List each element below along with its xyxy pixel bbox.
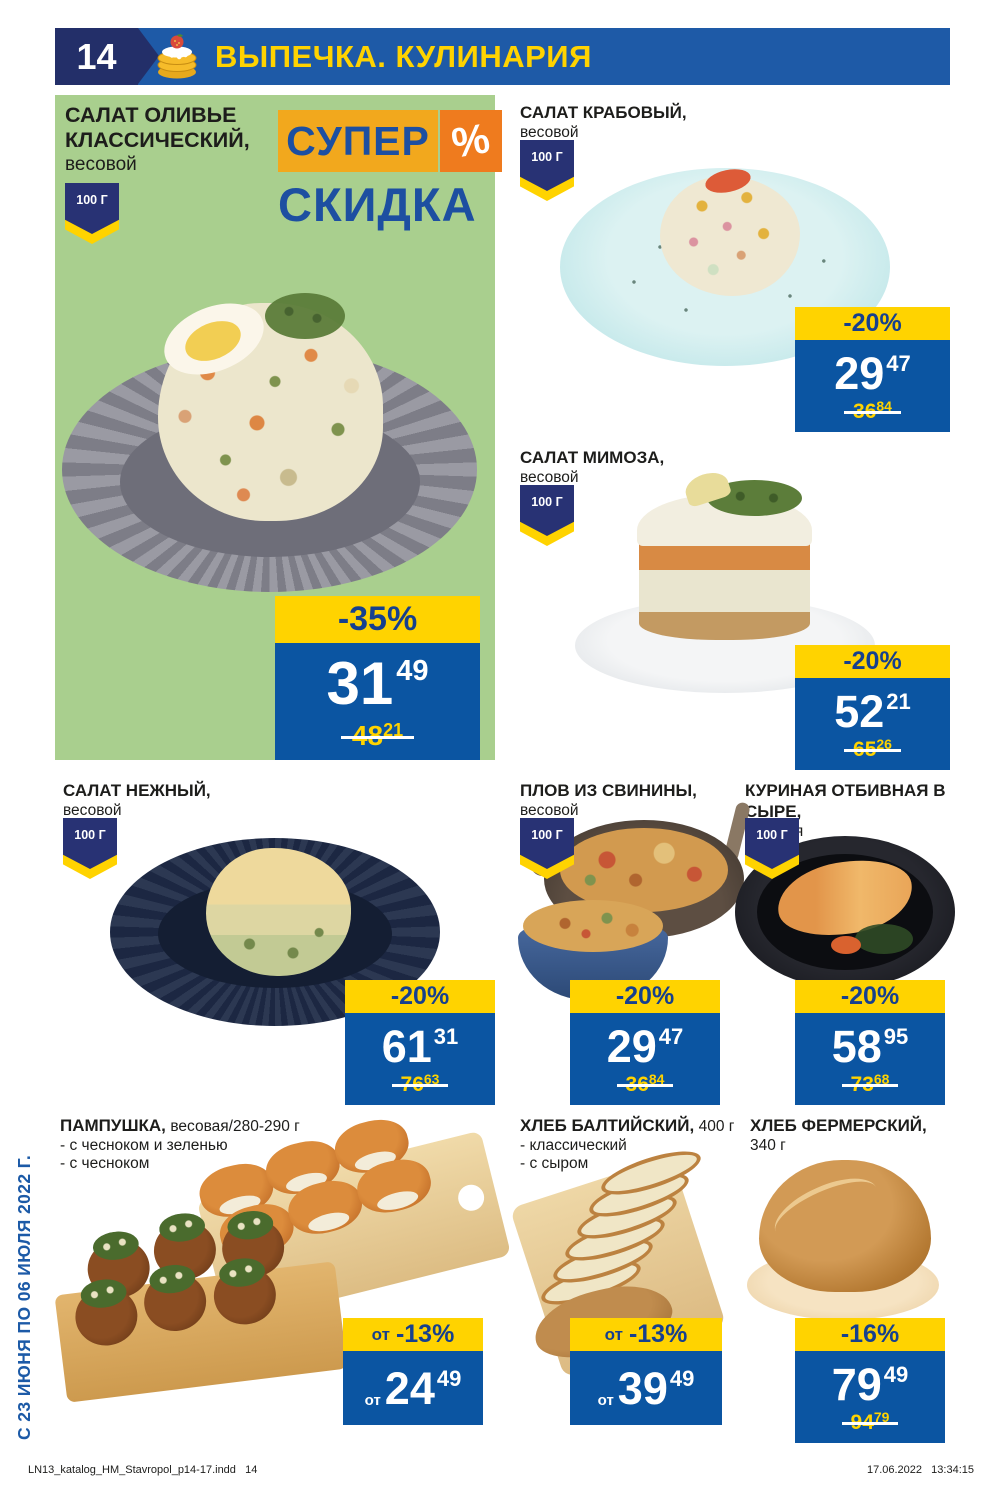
board-handle-hole bbox=[455, 1181, 487, 1214]
product-title-baltiysky: ХЛЕБ БАЛТИЙСКИЙ, 400 г - классический - … bbox=[520, 1116, 750, 1173]
rice-portion bbox=[523, 900, 663, 952]
price-body: 31 49 4821 bbox=[275, 643, 480, 760]
skidka-label: СКИДКА bbox=[278, 178, 477, 231]
super-discount-badge: СУПЕР % СКИДКА bbox=[278, 110, 508, 232]
price-block-baltiysky: от -13% от 39 49 bbox=[570, 1318, 722, 1425]
pancakes-with-strawberry-icon bbox=[152, 32, 202, 81]
footer-timestamp: 17.06.2022 13:34:15 bbox=[866, 1464, 974, 1476]
tomato-slice bbox=[831, 936, 861, 954]
salad-stack bbox=[660, 176, 800, 296]
dill-garnish bbox=[265, 293, 345, 339]
fermersky-bread-photo bbox=[745, 1158, 945, 1323]
unit-badge-krabovy: 100 Г bbox=[520, 140, 574, 201]
blue-bowl bbox=[518, 900, 668, 1000]
option-2: - с чесноком bbox=[60, 1155, 150, 1173]
product-title-pampushka: ПАМПУШКА, весовая/280-290 г - с чесноком… bbox=[60, 1116, 390, 1173]
page-number-badge: 14 bbox=[55, 28, 159, 85]
page-number: 14 bbox=[76, 35, 117, 77]
product-title-fermersky: ХЛЕБ ФЕРМЕРСКИЙ, 340 г bbox=[750, 1116, 927, 1154]
price-int: 31 bbox=[326, 649, 394, 717]
super-label: СУПЕР bbox=[278, 110, 438, 172]
unit-badge-nezhny: 100 Г bbox=[63, 818, 117, 879]
layered-salad bbox=[637, 467, 812, 644]
unit-badge-mimoza: 100 Г bbox=[520, 485, 574, 546]
percent-icon: % bbox=[440, 110, 502, 172]
section-header-bar bbox=[55, 28, 950, 85]
product-title-olivier: САЛАТ ОЛИВЬЕ КЛАССИЧЕСКИЙ, весовой bbox=[65, 103, 280, 176]
price-block-pampushka: от -13% от 24 49 bbox=[343, 1318, 483, 1425]
page-footer: LN13_katalog_HM_Stavropol_p14-17.indd 14… bbox=[0, 1464, 1000, 1484]
round-loaf bbox=[759, 1160, 931, 1292]
price-cents: 49 bbox=[396, 654, 429, 687]
current-price: 31 49 bbox=[326, 649, 429, 717]
product-weight: весовой bbox=[65, 153, 137, 175]
olivier-salad-photo bbox=[60, 289, 480, 595]
unit-badge-olivier: 100 Г bbox=[65, 183, 119, 244]
cutting-board-2 bbox=[54, 1208, 348, 1403]
herb-garnish bbox=[855, 924, 913, 954]
section-title: ВЫПЕЧКА. КУЛИНАРИЯ bbox=[215, 38, 592, 74]
product-name: САЛАТ ОЛИВЬЕ КЛАССИЧЕСКИЙ, bbox=[65, 103, 250, 153]
discount-badge: -35% bbox=[275, 596, 480, 643]
unit-badge-plov: 100 Г bbox=[520, 818, 574, 879]
plov-photo bbox=[512, 792, 752, 1007]
footer-filename: LN13_katalog_HM_Stavropol_p14-17.indd 14 bbox=[28, 1464, 258, 1476]
option-1: - классический bbox=[520, 1136, 627, 1154]
rice-with-meat bbox=[560, 828, 728, 912]
unit-badge-kurinaya: 100 Г bbox=[745, 818, 799, 879]
validity-dates-vertical: С 23 ИЮНЯ ПО 06 ИЮЛЯ 2022 Г. bbox=[14, 1154, 34, 1440]
product-title-mimoza: САЛАТ МИМОЗА, весовой bbox=[520, 448, 665, 486]
unit-label: 100 Г bbox=[76, 193, 108, 207]
old-price: 4821 bbox=[340, 721, 415, 750]
option-2: - с сыром bbox=[520, 1155, 589, 1173]
salad-mound bbox=[206, 848, 351, 976]
product-title-plov: ПЛОВ ИЗ СВИНИНЫ, весовой bbox=[520, 781, 697, 819]
strikethrough-line bbox=[340, 736, 415, 740]
option-1: - с чесноком и зеленью bbox=[60, 1136, 228, 1154]
price-block-olivier: -35% 31 49 4821 bbox=[275, 596, 480, 760]
product-title-nezhny: САЛАТ НЕЖНЫЙ, весовой bbox=[63, 781, 211, 819]
product-title-krabovy: САЛАТ КРАБОВЫЙ, весовой bbox=[520, 103, 687, 141]
